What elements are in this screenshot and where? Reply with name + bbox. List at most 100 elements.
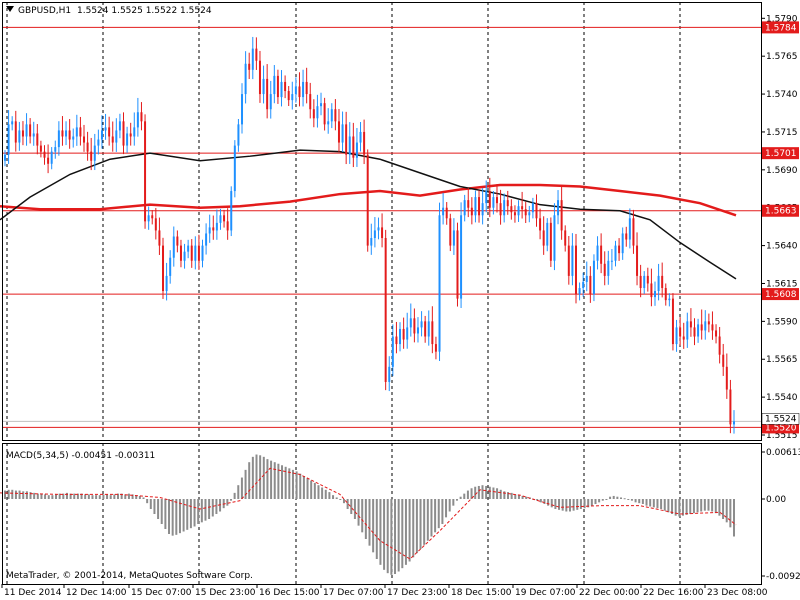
candle-body: [341, 124, 344, 143]
macd-bar: [485, 485, 488, 499]
macd-bar: [459, 496, 462, 499]
candle-body: [510, 206, 513, 213]
candle-body: [208, 227, 211, 234]
macd-bar: [510, 492, 513, 499]
candle-body: [391, 336, 394, 367]
macd-bar: [733, 499, 735, 537]
candle-body: [179, 245, 182, 261]
candle-body: [506, 200, 509, 207]
macd-bar: [237, 485, 240, 499]
candle-body: [621, 233, 624, 254]
candle-body: [215, 222, 218, 231]
candle-body: [75, 127, 78, 137]
candle-body: [693, 327, 696, 337]
candle-body: [589, 275, 592, 295]
candle-body: [682, 336, 685, 340]
macd-bar: [113, 494, 116, 499]
candle-body: [539, 218, 542, 231]
candle-body: [11, 121, 14, 125]
time-tick-label: 19 Dec 07:00: [515, 588, 576, 598]
candle-body: [176, 236, 179, 246]
candle-body: [348, 136, 351, 155]
copyright-label: MetaTrader, © 2001-2014, MetaQuotes Soft…: [6, 571, 253, 581]
candle-body: [334, 109, 337, 122]
macd-bar: [204, 499, 207, 521]
macd-bar: [499, 489, 502, 499]
macd-bar: [616, 496, 619, 499]
macd-bar: [335, 497, 338, 499]
macd-bar: [503, 491, 506, 499]
macd-bar: [434, 499, 437, 533]
macd-bar: [229, 499, 232, 501]
macd-bar: [634, 499, 637, 503]
macd-bar: [671, 499, 674, 514]
macd-bar: [463, 493, 466, 499]
symbol-label: GBPUSD,H1: [18, 6, 71, 16]
candle-body: [377, 227, 380, 231]
candle-body: [262, 78, 265, 95]
candle-body: [294, 86, 297, 95]
macd-bar: [193, 499, 196, 527]
time-tick-label: 22 Dec 00:00: [579, 588, 640, 598]
candle-body: [115, 130, 118, 143]
candle-body: [679, 327, 682, 337]
macd-bar: [62, 493, 65, 499]
macd-bar: [390, 499, 393, 575]
candle-body: [72, 136, 75, 140]
macd-bar: [171, 499, 174, 536]
candle-body: [431, 321, 434, 345]
level-price-label: 1.5701: [765, 149, 797, 159]
ma-black-line: [0, 149, 737, 280]
candle-body: [258, 60, 261, 95]
candle-body: [456, 230, 459, 299]
panel-frames: [2, 2, 762, 585]
dropdown-triangle-icon[interactable]: [6, 6, 14, 12]
candle-body: [636, 245, 639, 276]
macd-bar: [149, 499, 152, 509]
macd-bar: [321, 487, 324, 499]
macd-bar: [620, 497, 623, 499]
macd-bar: [543, 499, 546, 504]
macd-bar: [674, 499, 677, 516]
macd-bar: [656, 499, 659, 509]
candle-body: [291, 94, 294, 101]
macd-bar: [164, 499, 167, 529]
macd-bar: [153, 499, 156, 514]
macd-bar: [660, 499, 663, 509]
candle-body: [492, 197, 495, 208]
candle-body: [144, 121, 147, 222]
macd-bar: [401, 499, 404, 569]
candle-body: [495, 197, 498, 204]
candle-body: [420, 321, 423, 328]
candle-body: [643, 275, 646, 289]
macd-bar: [284, 466, 287, 499]
candle-body: [327, 121, 330, 125]
macd-bar: [576, 499, 579, 510]
candle-body: [194, 245, 197, 261]
candle-body: [639, 275, 642, 289]
candle-body: [4, 154, 6, 161]
candle-body: [521, 206, 524, 210]
candle-body: [151, 215, 154, 219]
macd-bar: [324, 489, 327, 499]
macd-bar: [426, 499, 429, 541]
macd-bar: [594, 499, 597, 504]
level-price-box: [762, 204, 799, 217]
candle-body: [603, 263, 606, 276]
macd-panel-frame: [2, 443, 762, 585]
macd-bar: [572, 499, 575, 511]
candle-body: [402, 328, 405, 340]
candle-body: [600, 245, 603, 264]
macd-bar: [127, 493, 130, 499]
candle-body: [187, 245, 190, 252]
candle-body: [488, 191, 491, 208]
macd-bar: [295, 471, 298, 499]
macd-bar: [455, 499, 458, 501]
time-tick-label: 12 Dec 14:00: [66, 588, 127, 598]
macd-bar: [565, 499, 568, 512]
macd-bar: [412, 499, 415, 558]
candle-body: [298, 86, 301, 98]
candle-body: [129, 133, 132, 137]
macd-bar: [583, 499, 586, 509]
